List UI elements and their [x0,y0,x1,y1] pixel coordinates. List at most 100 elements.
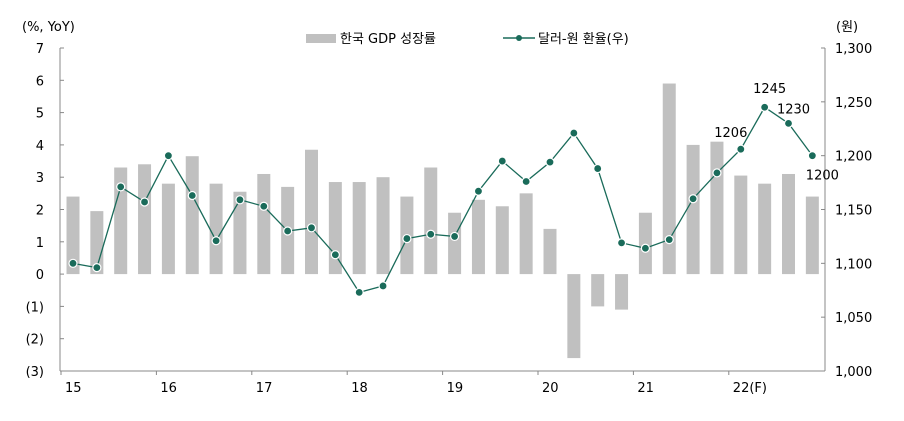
gdp-bar [233,191,247,275]
exchange-rate-point [330,250,340,260]
right-tick-label: 1,200 [835,150,872,165]
gdp-bar [567,274,581,359]
left-tick-label: 4 [36,139,44,154]
exchange-rate-point [259,201,269,211]
gdp-bar [615,274,629,310]
exchange-rate-point [497,156,507,166]
exchange-rate-point [68,258,78,268]
left-tick-label: 2 [36,204,44,219]
exchange-rate-point [664,235,674,245]
exchange-rate-point [640,243,651,253]
gdp-bar [758,183,772,275]
data-label: 1230 [777,102,810,117]
exchange-rate-point [593,163,603,174]
exchange-rate-point [450,231,460,242]
right-tick-label: 1,150 [835,204,872,219]
exchange-rate-point [306,223,317,233]
left-tick-label: 1 [36,236,44,251]
right-axis-label: (원) [836,20,858,35]
right-tick-label: 1,250 [835,96,872,111]
gdp-bar [638,212,652,275]
gdp-bar [710,141,724,275]
exchange-rate-point [92,263,102,273]
exchange-rate-point [521,176,531,187]
exchange-rate-point [139,197,150,207]
exchange-rate-point [426,229,436,239]
exchange-rate-point [283,226,293,236]
gdp-bar [471,199,485,275]
x-tick-label: 20 [542,381,559,396]
gdp-bar [805,196,819,275]
x-tick-label: 16 [160,381,177,396]
x-tick-label: 22(F) [733,381,767,396]
x-tick-label: 17 [256,381,273,396]
exchange-rate-point [760,102,770,112]
legend-line-label: 달러-원 환율(우) [538,32,629,47]
gdp-bar [114,167,128,275]
data-label: 1245 [753,82,786,97]
data-label: 1206 [714,126,747,141]
exchange-rate-line [72,106,813,294]
legend-bar-label: 한국 GDP 성장률 [340,32,436,47]
gdp-bar [782,173,795,275]
gdp-bar [543,228,557,275]
left-tick-label: 6 [36,74,44,89]
exchange-rate-point [354,287,364,298]
exchange-rate-point [235,195,245,205]
right-tick-label: 1,000 [835,365,872,380]
exchange-rate-point [545,157,555,167]
left-tick-label: 0 [36,268,44,283]
exchange-rate-point [116,182,126,192]
exchange-rate-point [402,233,412,244]
x-tick-label: 15 [65,381,82,396]
data-label: 1200 [806,169,839,184]
gdp-bar [495,206,509,275]
exchange-rate-point [712,168,722,178]
legend-line-marker [516,35,522,41]
right-tick-label: 1,300 [835,42,872,57]
left-tick-label: 3 [36,171,44,186]
gdp-bar [209,183,223,275]
exchange-rate-point [736,144,746,154]
exchange-rate-point [783,118,794,128]
exchange-rate-point [378,281,388,291]
left-tick-label: (3) [26,365,44,380]
gdp-bar [734,175,748,275]
exchange-rate-point [688,194,698,204]
right-tick-label: 1,100 [835,257,872,272]
exchange-rate-point [163,151,173,161]
x-tick-label: 19 [447,381,464,396]
gdp-bar [376,177,390,275]
gdp-bar [257,173,271,275]
gdp-bar [328,182,342,275]
gdp-bar [352,182,366,275]
exchange-rate-point [569,128,579,138]
gdp-bar [424,167,438,275]
exchange-rate-point [211,236,221,246]
right-tick-label: 1,050 [835,311,872,326]
gdp-bar [591,274,605,307]
x-tick-label: 21 [637,381,654,396]
gdp-bar [185,156,199,275]
x-tick-label: 18 [351,381,368,396]
left-tick-label: (2) [26,333,44,348]
gdp-bar [686,144,700,275]
exchange-rate-point [807,151,817,161]
gdp-bar [519,193,533,275]
gdp-bar [305,149,318,275]
left-tick-label: 5 [36,107,44,122]
gdp-bar [161,183,175,275]
gdp-bar [662,83,676,275]
legend-bar-swatch [306,34,336,43]
left-tick-label: 7 [36,42,44,57]
left-tick-label: (1) [26,300,44,315]
gdp-bar [66,196,80,275]
exchange-rate-point [473,186,484,196]
left-axis-label: (%, YoY) [22,20,75,35]
legend: 한국 GDP 성장률 달러-원 환율(우) [306,32,629,47]
exchange-rate-point [187,190,197,201]
gdp-bar [138,164,152,275]
exchange-rate-point [616,238,627,248]
